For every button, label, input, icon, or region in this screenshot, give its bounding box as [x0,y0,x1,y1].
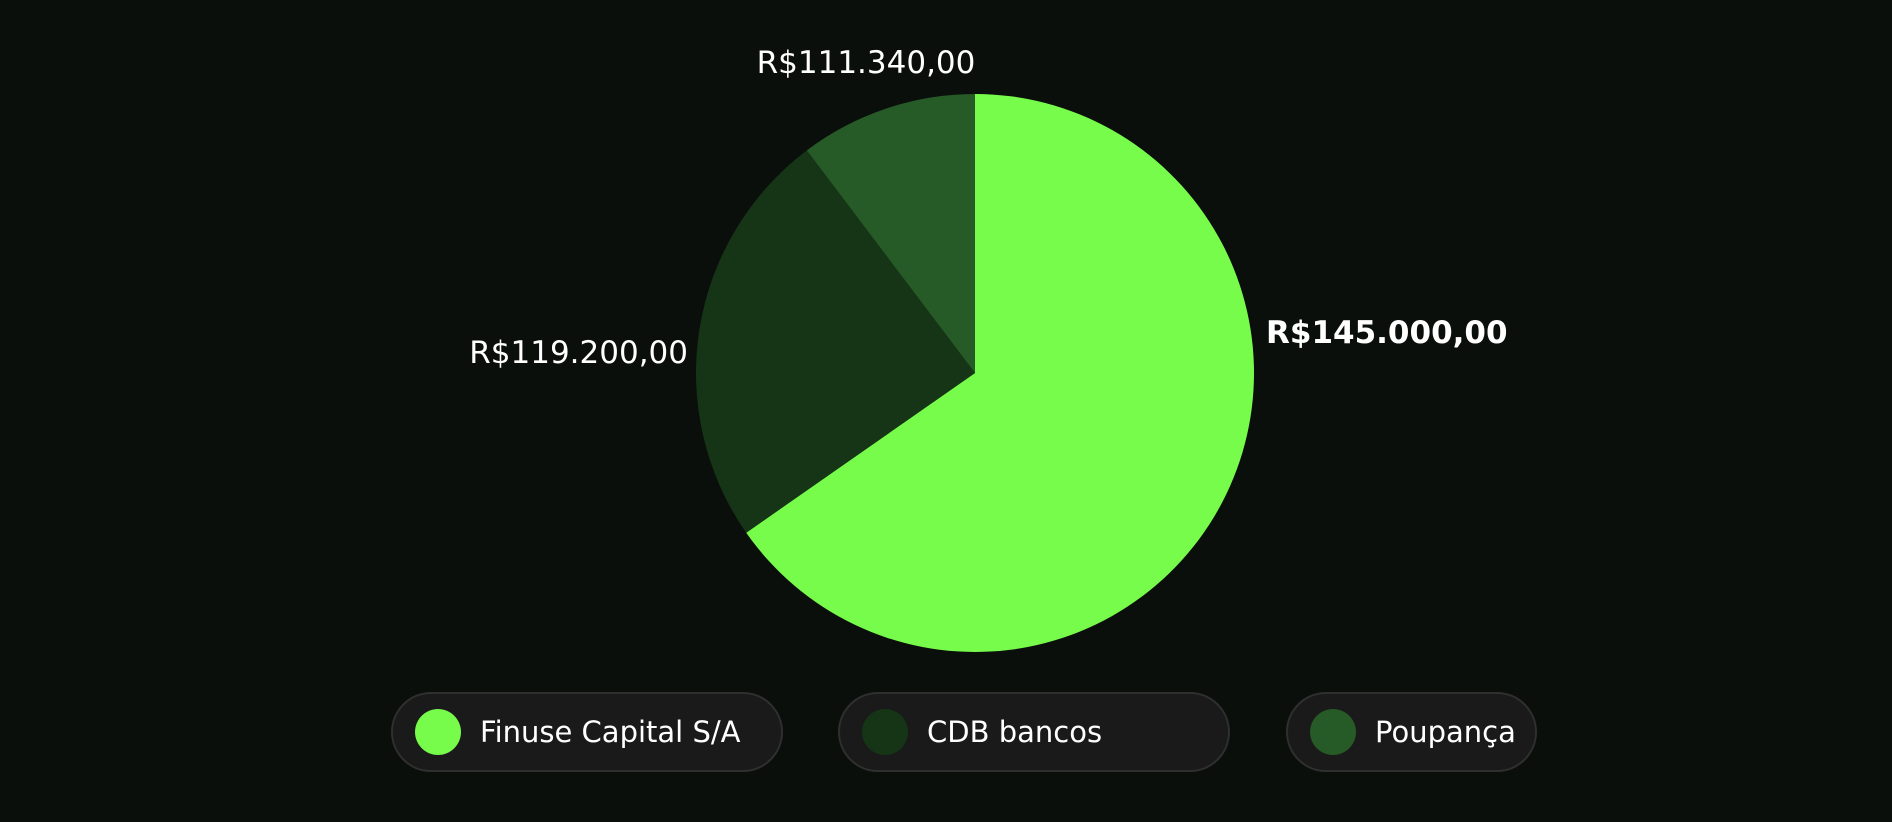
legend-swatch-poupanca [1310,709,1356,755]
legend-label-cdb-bancos: CDB bancos [927,715,1103,749]
legend-label-finuse-capital: Finuse Capital S/A [480,715,741,749]
legend-label-poupanca: Poupança [1375,715,1516,749]
slice-poupanca [806,94,975,373]
slice-label-cdb-bancos: R$119.200,00 [469,335,688,371]
legend-item-poupanca: Poupança [1286,692,1537,772]
pie-slices [695,94,1254,652]
legend-swatch-cdb-bancos [862,709,908,755]
slice-finuse-capital [746,94,1254,652]
slice-label-poupanca: R$111.340,00 [757,45,976,81]
legend-item-finuse-capital: Finuse Capital S/A [391,692,783,772]
slice-label-finuse-capital: R$145.000,00 [1266,315,1508,351]
legend-swatch-finuse-capital [415,709,461,755]
slice-cdb-bancos [695,150,975,533]
legend-item-cdb-bancos: CDB bancos [838,692,1230,772]
